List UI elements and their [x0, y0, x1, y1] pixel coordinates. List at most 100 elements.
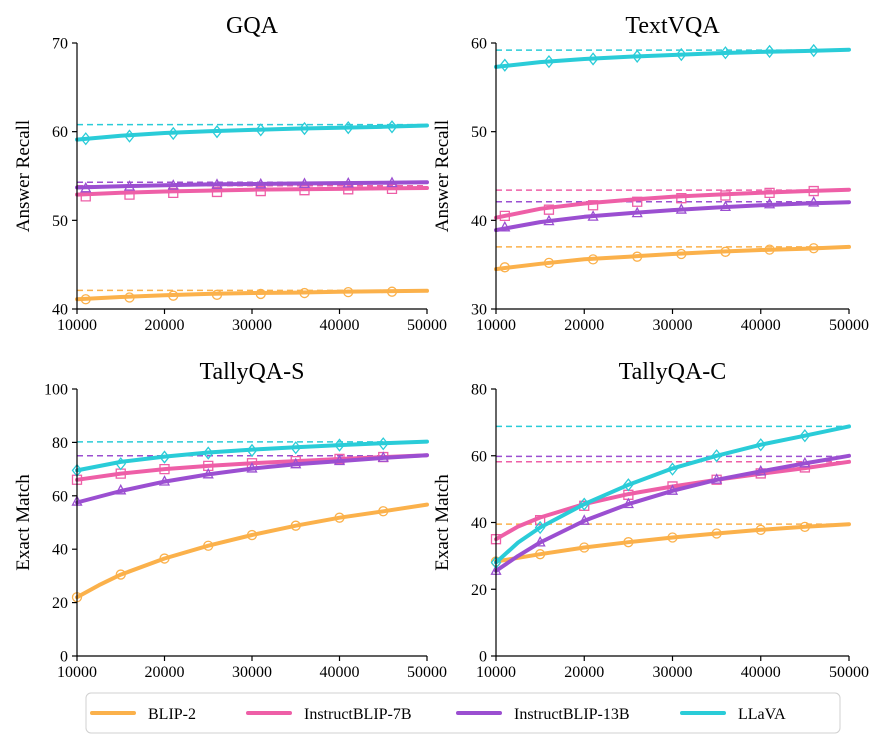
series-line — [75, 180, 429, 190]
x-tick-label: 10000 — [57, 317, 97, 334]
data-point — [203, 540, 214, 551]
y-tick-label: 40 — [471, 515, 487, 532]
data-point — [343, 287, 354, 298]
data-point — [167, 179, 179, 190]
x-tick-label: 40000 — [741, 664, 781, 681]
data-point — [499, 58, 511, 72]
data-point — [755, 438, 767, 452]
y-tick-label: 30 — [471, 302, 487, 319]
data-point — [290, 457, 302, 469]
series-line — [494, 187, 851, 220]
data-point — [711, 473, 723, 484]
data-point — [168, 187, 179, 198]
data-point — [808, 43, 820, 58]
x-tick-label: 40000 — [320, 664, 360, 681]
chart-panel-3: TallyQA-S Exact Match 10000 20000 30000 40000… — [13, 359, 447, 681]
data-point — [80, 181, 92, 193]
y-axis-label: Answer Recall — [13, 120, 34, 232]
data-point — [158, 475, 171, 486]
y-tick-label: 50 — [471, 124, 487, 141]
data-point — [578, 514, 590, 525]
data-point — [499, 262, 510, 273]
data-point — [543, 204, 555, 215]
data-point — [211, 125, 223, 139]
legend-label: LLaVA — [738, 706, 786, 723]
data-point — [490, 534, 502, 545]
y-tick-label: 70 — [52, 36, 68, 53]
y-tick-label: 40 — [52, 302, 68, 319]
data-point — [211, 178, 223, 189]
data-point — [799, 456, 811, 468]
series-line — [494, 200, 851, 233]
data-point — [755, 464, 767, 476]
chart-title: TallyQA-C — [619, 359, 727, 385]
data-point — [667, 532, 678, 543]
y-axis-label: Exact Match — [13, 474, 34, 571]
data-point — [764, 187, 775, 198]
data-point — [543, 54, 555, 69]
x-tick-label: 10000 — [57, 664, 97, 681]
data-point — [711, 528, 722, 539]
data-point — [386, 176, 398, 188]
data-point — [631, 49, 643, 63]
chart-title: GQA — [226, 13, 279, 39]
data-point — [255, 177, 267, 189]
x-tick-label: 10000 — [476, 317, 516, 334]
y-tick-label: 80 — [52, 435, 68, 452]
x-tick-label: 40000 — [741, 317, 781, 334]
data-point — [499, 210, 510, 222]
data-point — [763, 197, 776, 209]
data-point — [123, 180, 136, 191]
y-tick-label: 20 — [471, 582, 487, 599]
y-tick-label: 40 — [52, 542, 68, 559]
data-point — [534, 520, 546, 535]
data-point — [80, 294, 91, 305]
data-point — [764, 44, 775, 59]
series-line — [75, 288, 429, 302]
data-point — [676, 248, 687, 260]
data-point — [299, 121, 310, 136]
x-tick-label: 30000 — [653, 317, 693, 334]
data-point — [159, 463, 170, 475]
data-point — [333, 454, 346, 466]
data-point — [534, 535, 546, 547]
series-line — [494, 424, 851, 565]
data-point — [755, 524, 766, 535]
data-point — [666, 484, 679, 495]
chart-panel-4: TallyQA-C Exact Match 10000 20000 30000 40000… — [432, 359, 869, 681]
data-point — [386, 286, 398, 297]
series-line — [494, 459, 851, 542]
y-tick-label: 40 — [471, 213, 487, 230]
data-point — [579, 542, 590, 553]
data-point — [543, 257, 555, 269]
data-point — [255, 288, 266, 300]
data-point — [623, 478, 634, 492]
data-point — [255, 123, 267, 137]
chart-panel-2: TextVQA Answer Recall 10000 20000 30000 40000… — [432, 13, 869, 334]
data-point — [587, 254, 599, 265]
legend-label: InstructBLIP-7B — [304, 706, 412, 723]
data-point — [543, 214, 555, 226]
y-tick-label: 0 — [60, 649, 68, 666]
data-point — [168, 290, 179, 301]
x-tick-label: 20000 — [564, 664, 604, 681]
data-point — [71, 474, 83, 485]
y-tick-label: 80 — [471, 382, 487, 399]
data-point — [202, 467, 214, 479]
x-tick-label: 20000 — [145, 664, 185, 681]
y-tick-label: 20 — [52, 595, 68, 612]
data-point — [720, 46, 731, 60]
series-line — [75, 453, 429, 505]
data-point — [115, 483, 127, 495]
x-tick-label: 50000 — [407, 317, 447, 334]
data-point — [808, 243, 819, 254]
legend-label: InstructBLIP-13B — [514, 706, 630, 723]
y-tick-label: 100 — [44, 382, 68, 399]
legend: BLIP-2 InstructBLIP-7B InstructBLIP-13B LLa… — [85, 692, 841, 734]
y-tick-label: 60 — [471, 36, 487, 53]
data-point — [623, 537, 634, 548]
data-point — [342, 176, 354, 188]
data-point — [299, 287, 310, 299]
data-point — [799, 521, 811, 532]
data-point — [203, 460, 214, 472]
